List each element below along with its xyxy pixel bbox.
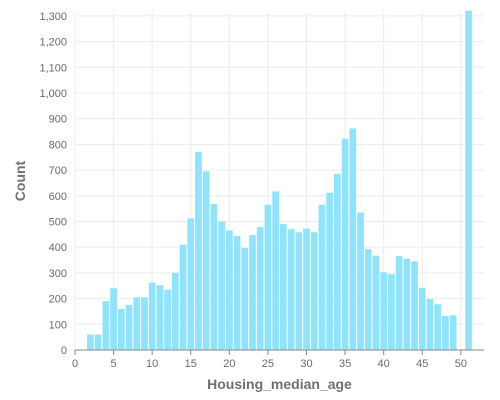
histogram-bar bbox=[133, 297, 141, 350]
y-tick-label: 400 bbox=[49, 242, 67, 254]
histogram-bar bbox=[287, 229, 295, 350]
y-tick-label: 600 bbox=[49, 191, 67, 203]
histogram-bar bbox=[280, 224, 287, 350]
histogram-bar bbox=[125, 305, 133, 350]
histogram-bar bbox=[442, 316, 449, 350]
histogram-bar bbox=[264, 204, 272, 350]
y-axis-title: Count bbox=[12, 160, 28, 201]
histogram-bar bbox=[141, 297, 148, 350]
histogram-bar bbox=[156, 285, 164, 350]
y-tick-label: 1,100 bbox=[39, 62, 67, 74]
histogram-bar bbox=[465, 10, 472, 350]
x-tick-label: 40 bbox=[378, 358, 390, 370]
bars-group bbox=[87, 10, 472, 350]
histogram-bar bbox=[102, 301, 110, 350]
y-tick-label: 300 bbox=[49, 268, 67, 280]
x-tick-label: 5 bbox=[111, 358, 117, 370]
x-tick-label: 35 bbox=[339, 358, 351, 370]
histogram-bar bbox=[395, 256, 403, 350]
x-tick-label: 10 bbox=[146, 358, 158, 370]
y-tick-label: 1,000 bbox=[39, 88, 67, 100]
histogram-bar bbox=[403, 258, 411, 350]
tick-labels-group: 01002003004005006007008009001,0001,1001,… bbox=[39, 11, 467, 370]
histogram-bar bbox=[249, 235, 256, 350]
x-tick-label: 50 bbox=[455, 358, 467, 370]
histogram-bar bbox=[434, 304, 442, 350]
histogram-bar bbox=[148, 282, 156, 350]
x-tick-label: 20 bbox=[223, 358, 235, 370]
histogram-bar bbox=[272, 191, 279, 350]
histogram-bar bbox=[380, 272, 388, 350]
y-tick-label: 800 bbox=[49, 139, 67, 151]
histogram-bar bbox=[210, 204, 218, 350]
axes-group bbox=[74, 349, 484, 355]
histogram-bar bbox=[303, 228, 310, 350]
y-tick-label: 1,300 bbox=[39, 11, 67, 23]
histogram-bar bbox=[334, 173, 341, 350]
histogram-bar bbox=[225, 230, 233, 350]
histogram-bar bbox=[187, 218, 195, 350]
x-tick-label: 30 bbox=[300, 358, 312, 370]
y-tick-label: 1,200 bbox=[39, 37, 67, 49]
histogram-bar bbox=[233, 236, 241, 350]
histogram-bar bbox=[218, 221, 225, 350]
histogram-bar bbox=[295, 232, 303, 350]
histogram-bar bbox=[372, 255, 380, 350]
histogram-bar bbox=[195, 152, 202, 350]
x-tick-label: 15 bbox=[185, 358, 197, 370]
y-tick-label: 0 bbox=[61, 345, 67, 357]
histogram-bar bbox=[388, 274, 395, 350]
y-tick-label: 100 bbox=[49, 319, 67, 331]
histogram-bar bbox=[418, 287, 426, 350]
x-axis-title: Housing_median_age bbox=[207, 376, 352, 392]
x-tick-label: 0 bbox=[72, 358, 78, 370]
histogram-bar bbox=[364, 249, 372, 350]
histogram-bar bbox=[241, 247, 249, 350]
y-tick-label: 500 bbox=[49, 216, 67, 228]
x-tick-label: 25 bbox=[262, 358, 274, 370]
histogram-bar bbox=[117, 308, 125, 350]
histogram-bar bbox=[179, 244, 187, 350]
histogram-bar bbox=[349, 128, 357, 350]
histogram-bar bbox=[164, 289, 171, 350]
histogram-bar bbox=[341, 138, 349, 350]
y-tick-label: 900 bbox=[49, 114, 67, 126]
histogram-bar bbox=[171, 272, 179, 350]
histogram-bar bbox=[326, 192, 334, 350]
histogram-bar bbox=[310, 232, 318, 350]
histogram-bar bbox=[87, 334, 94, 350]
x-tick-label: 45 bbox=[416, 358, 428, 370]
histogram-bar bbox=[202, 171, 210, 350]
y-tick-label: 700 bbox=[49, 165, 67, 177]
histogram-bar bbox=[357, 212, 364, 350]
histogram-bar bbox=[110, 288, 117, 350]
histogram-bar bbox=[426, 299, 434, 350]
histogram-bar bbox=[449, 315, 457, 350]
histogram-bar bbox=[256, 227, 264, 350]
y-tick-label: 200 bbox=[49, 294, 67, 306]
histogram-bar bbox=[411, 261, 418, 350]
histogram-bar bbox=[94, 334, 102, 350]
histogram-bar bbox=[318, 204, 326, 350]
